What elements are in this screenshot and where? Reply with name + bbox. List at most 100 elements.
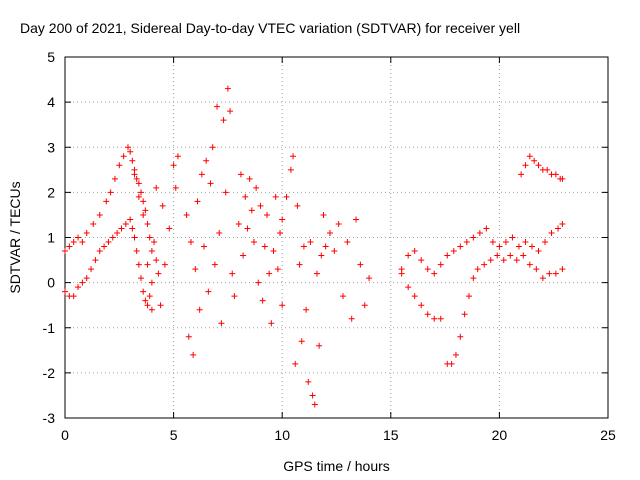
x-tick-label: 20 (492, 427, 508, 443)
data-point (148, 279, 155, 286)
data-point (120, 153, 127, 160)
data-point (300, 243, 307, 250)
data-point (114, 229, 121, 236)
data-point (559, 175, 566, 182)
data-point (88, 266, 95, 273)
data-point (105, 239, 112, 246)
data-point (437, 315, 444, 322)
data-point (509, 234, 516, 241)
data-point (322, 243, 329, 250)
data-point (170, 162, 177, 169)
data-point (83, 229, 90, 236)
data-point (496, 243, 503, 250)
data-point (261, 243, 268, 250)
data-point (148, 248, 155, 255)
data-point (522, 162, 529, 169)
data-point (140, 198, 147, 205)
data-point (124, 144, 131, 151)
data-point (411, 293, 418, 300)
data-point (274, 266, 281, 273)
data-point (520, 252, 527, 259)
data-point (127, 148, 134, 155)
data-point (244, 225, 251, 232)
data-point (211, 261, 218, 268)
series-scatter-mid (183, 85, 286, 358)
data-point (103, 198, 110, 205)
data-point (174, 153, 181, 160)
data-point (470, 234, 477, 241)
data-point (559, 220, 566, 227)
data-point (144, 261, 151, 268)
data-point (259, 297, 266, 304)
data-point (542, 239, 549, 246)
series-lower-late (398, 252, 566, 367)
data-point (348, 315, 355, 322)
series-high-late (518, 153, 566, 182)
data-point (307, 239, 314, 246)
data-point (83, 275, 90, 282)
x-tick-label: 0 (61, 427, 69, 443)
data-point (418, 302, 425, 309)
data-point (140, 288, 147, 295)
data-point (522, 239, 529, 246)
data-point (366, 275, 373, 282)
data-point (528, 243, 535, 250)
series-spikes-early (131, 153, 181, 313)
data-point (555, 225, 562, 232)
y-tick-label: 1 (47, 230, 55, 246)
series-upper-early (62, 144, 160, 264)
data-point (207, 180, 214, 187)
data-point (218, 320, 225, 327)
data-point (450, 248, 457, 255)
data-point (272, 193, 279, 200)
data-point (131, 171, 138, 178)
data-point (198, 171, 205, 178)
data-point (305, 378, 312, 385)
data-point (127, 216, 134, 223)
data-point (183, 211, 190, 218)
x-tick-label: 10 (274, 427, 290, 443)
data-point (298, 338, 305, 345)
data-point (398, 270, 405, 277)
data-point (318, 252, 325, 259)
data-point (494, 252, 501, 259)
data-point (118, 225, 125, 232)
data-point (253, 184, 260, 191)
y-tick-label: 0 (47, 275, 55, 291)
data-point (431, 315, 438, 322)
data-point (539, 275, 546, 282)
data-point (227, 108, 234, 115)
data-point (159, 202, 166, 209)
data-point (452, 351, 459, 358)
data-points (62, 85, 566, 408)
y-tick-label: 5 (47, 49, 55, 65)
data-point (326, 229, 333, 236)
data-point (142, 207, 149, 214)
data-point (531, 157, 538, 164)
data-point (220, 117, 227, 124)
data-point (309, 392, 316, 399)
data-point (172, 184, 179, 191)
data-point (155, 270, 162, 277)
data-point (357, 261, 364, 268)
y-tick-label: 3 (47, 139, 55, 155)
data-point (216, 229, 223, 236)
data-point (500, 257, 507, 264)
data-point (526, 153, 533, 160)
data-point (235, 220, 242, 227)
data-point (185, 333, 192, 340)
data-point (229, 270, 236, 277)
data-point (111, 175, 118, 182)
data-point (320, 211, 327, 218)
data-point (535, 248, 542, 255)
data-point (75, 234, 82, 241)
data-point (461, 311, 468, 318)
data-point (107, 189, 114, 196)
data-point (279, 302, 286, 309)
data-point (209, 144, 216, 151)
data-point (507, 252, 514, 259)
data-point (133, 248, 140, 255)
data-point (116, 162, 123, 169)
series-lower-early (62, 216, 155, 309)
